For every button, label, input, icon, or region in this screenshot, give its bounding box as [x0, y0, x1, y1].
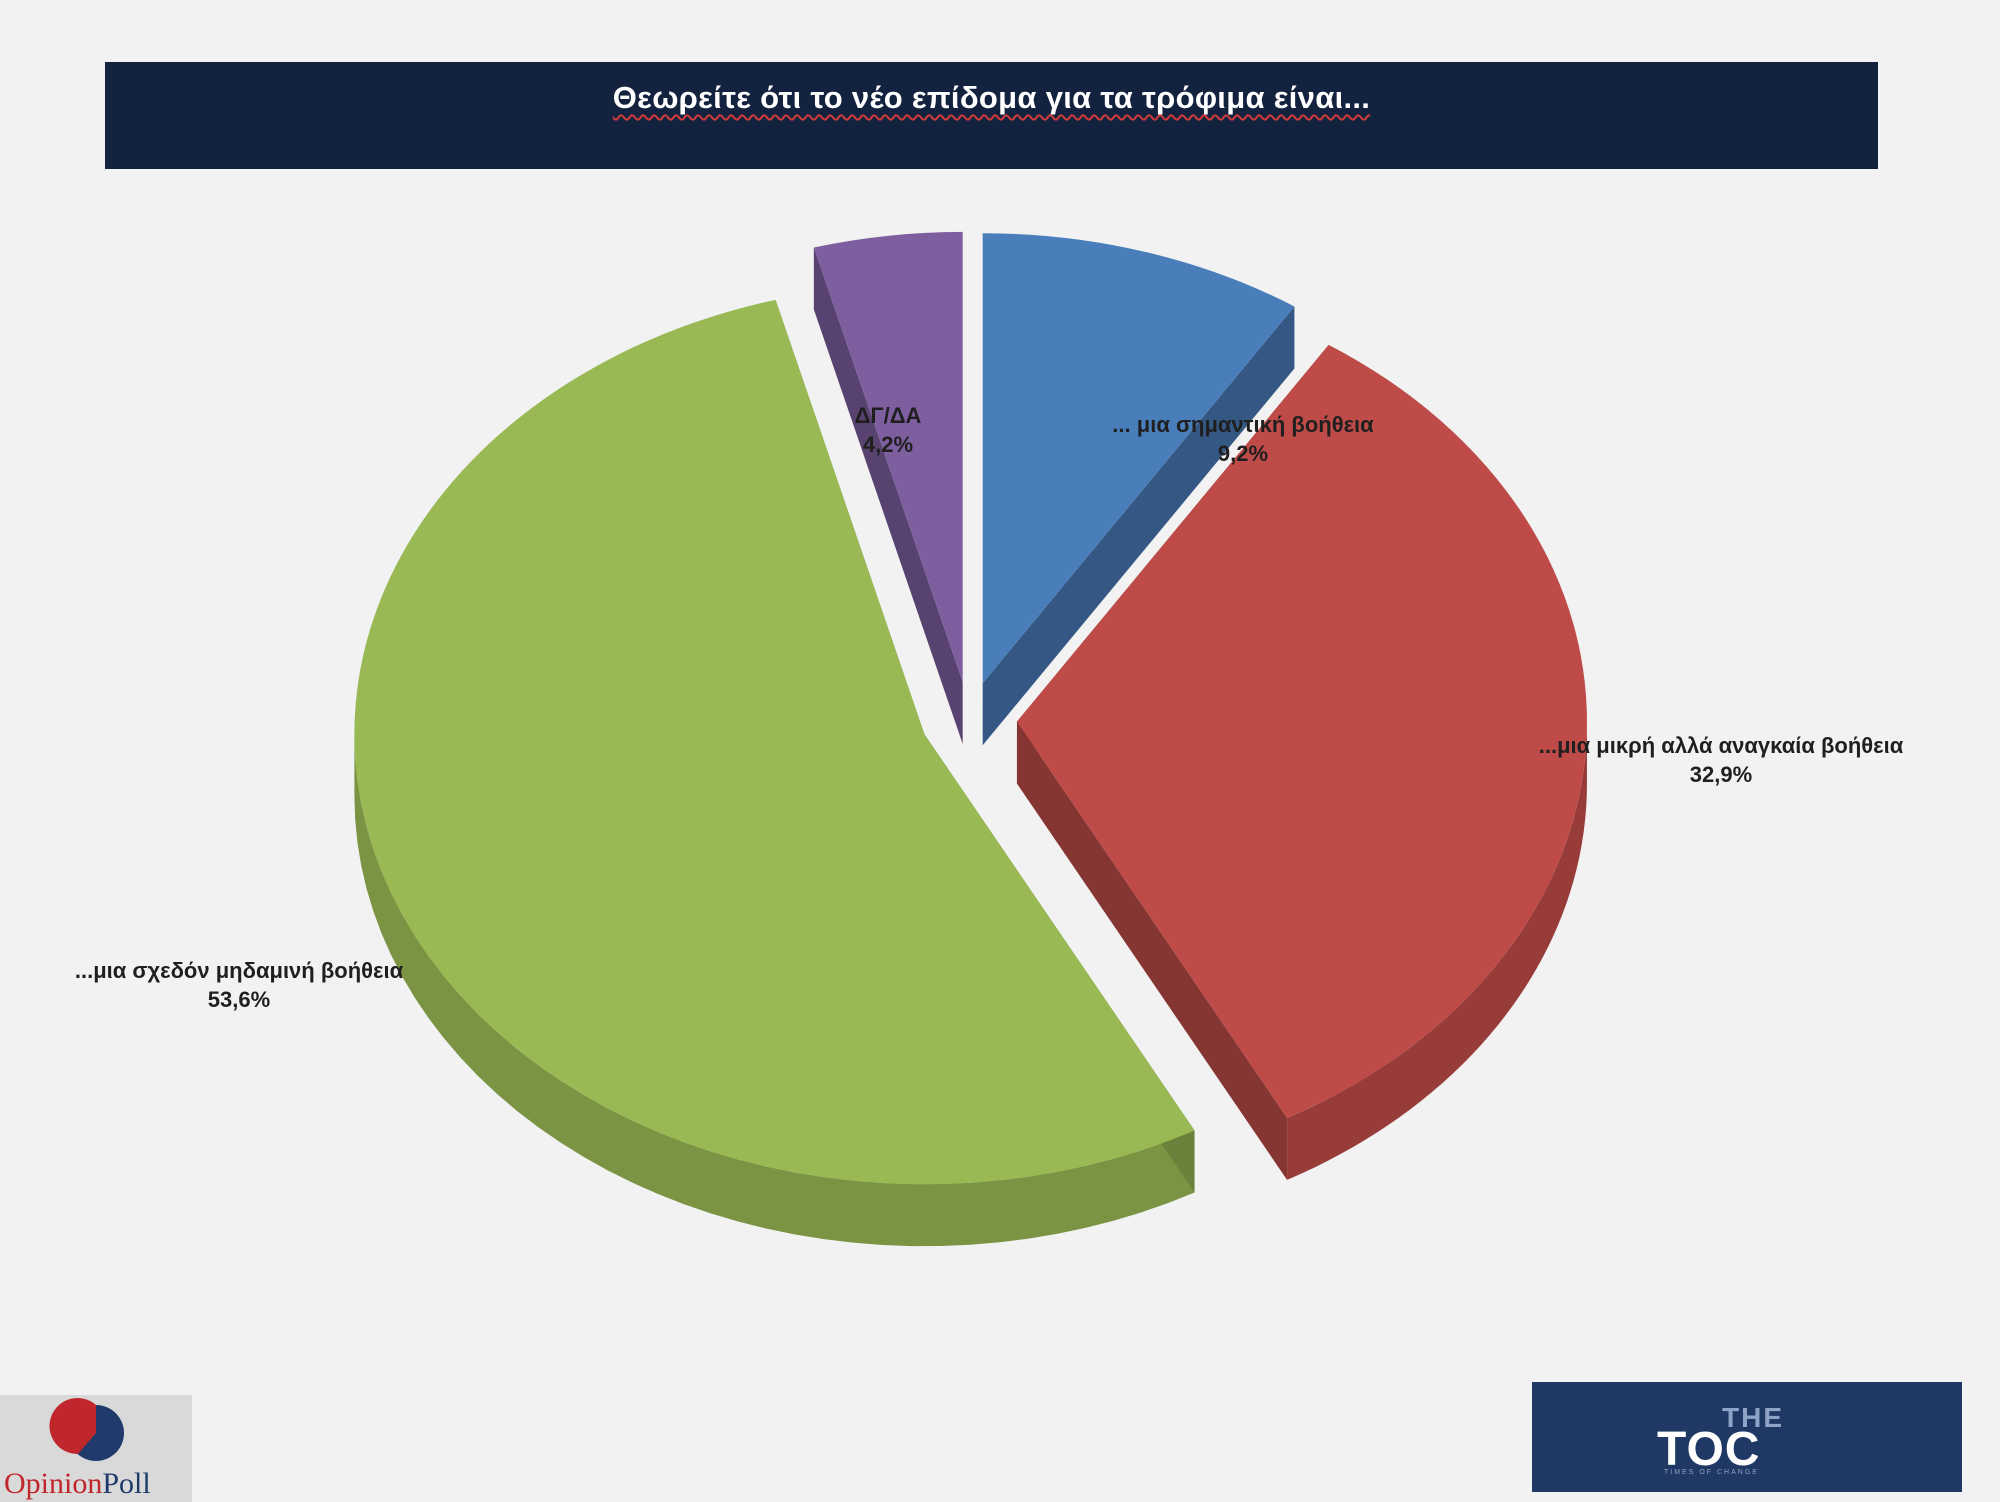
slice-label-value: 9,2% — [1217, 441, 1269, 466]
slice-top-face — [1016, 344, 1587, 1118]
the-toc-logo-tagline: TIMES OF CHANGE — [1664, 1469, 1759, 1476]
the-toc-logo: THE TOC TIMES OF CHANGE — [1532, 1382, 1962, 1492]
slice-label-text: ...μια μικρή αλλά αναγκαία βοήθεια — [1538, 733, 1904, 758]
slice-label-negligible-help: ...μια σχεδόν μηδαμινή βοήθεια 53,6% — [75, 956, 403, 1014]
slice-label-small-necessary-help: ...μια μικρή αλλά αναγκαία βοήθεια 32,9% — [1539, 731, 1904, 789]
slice-label-dont-know: ΔΓ/ΔΑ 4,2% — [855, 401, 922, 459]
slice-label-text: ΔΓ/ΔΑ — [854, 403, 922, 428]
slice-label-value: 32,9% — [1689, 762, 1753, 787]
opinion-poll-logo-icon — [49, 1398, 124, 1461]
slice-small-necessary-help — [1016, 344, 1587, 1180]
slice-label-text: ...μια σχεδόν μηδαμινή βοήθεια — [74, 958, 404, 983]
slice-top-face — [982, 233, 1295, 684]
title-bar: Θεωρείτε ότι το νέο επίδομα για τα τρόφι… — [105, 62, 1878, 169]
slice-cut-face — [982, 306, 1295, 746]
slice-label-value: 53,6% — [207, 987, 271, 1012]
slice-dont-know — [813, 231, 963, 744]
slice-label-value: 4,2% — [862, 432, 914, 457]
slice-side-wall — [354, 734, 1195, 1247]
opinion-poll-logo: OpinionPoll — [0, 1395, 192, 1502]
slice-label-important-help: ... μια σημαντική βοήθεια 9,2% — [1112, 410, 1373, 468]
the-toc-logo-the: THE — [1722, 1402, 1784, 1433]
opinion-poll-logo-text-poll: Poll — [102, 1467, 151, 1500]
slice-important-help — [982, 233, 1295, 746]
slice-label-text: ... μια σημαντική βοήθεια — [1112, 412, 1374, 437]
the-toc-logo-main: TOC — [1657, 1423, 1761, 1476]
slice-side-wall — [1287, 721, 1587, 1180]
slice-negligible-help — [354, 299, 1195, 1247]
chart-title: Θεωρείτε ότι το νέο επίδομα για τα τρόφι… — [612, 80, 1371, 115]
slice-top-face — [813, 231, 963, 682]
slice-cut-face — [1016, 721, 1288, 1180]
slice-cut-face — [813, 247, 963, 744]
slice-top-face — [354, 299, 1195, 1185]
opinion-poll-logo-text: Opinion — [4, 1467, 103, 1500]
